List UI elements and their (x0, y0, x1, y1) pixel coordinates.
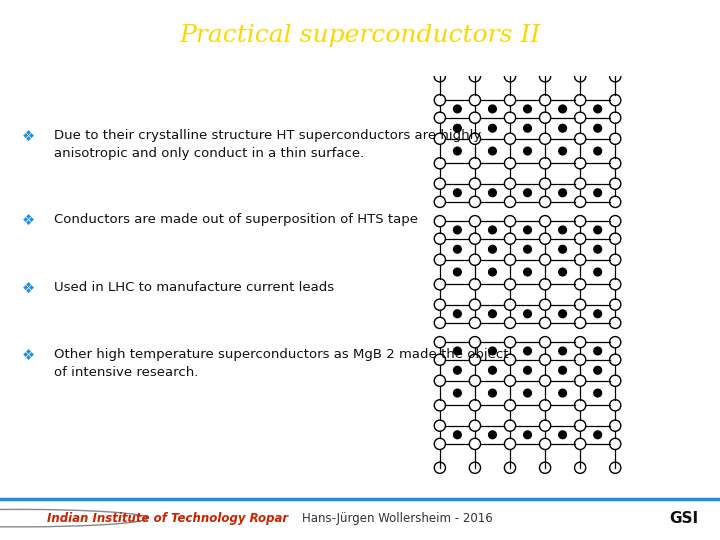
Circle shape (559, 347, 567, 355)
Circle shape (454, 347, 462, 355)
Circle shape (489, 347, 496, 355)
Circle shape (523, 147, 531, 155)
Circle shape (559, 147, 567, 155)
Text: ❖: ❖ (22, 129, 35, 144)
Text: Conductors are made out of superposition of HTS tape: Conductors are made out of superposition… (54, 213, 418, 226)
Circle shape (559, 268, 567, 276)
Circle shape (559, 310, 567, 318)
Circle shape (489, 226, 496, 234)
Circle shape (523, 189, 531, 197)
Text: Used in LHC to manufacture current leads: Used in LHC to manufacture current leads (54, 281, 334, 294)
Circle shape (523, 310, 531, 318)
Text: ❖: ❖ (22, 213, 35, 228)
Circle shape (454, 189, 462, 197)
Circle shape (594, 389, 601, 397)
Text: Due to their crystalline structure HT superconductors are highly
anisotropic and: Due to their crystalline structure HT su… (54, 129, 481, 160)
Circle shape (523, 124, 531, 132)
Circle shape (559, 389, 567, 397)
Circle shape (594, 310, 601, 318)
Circle shape (454, 366, 462, 374)
Circle shape (454, 389, 462, 397)
Circle shape (559, 245, 567, 253)
Text: ❖: ❖ (22, 348, 35, 363)
Circle shape (523, 347, 531, 355)
Circle shape (454, 310, 462, 318)
Text: ❖: ❖ (22, 281, 35, 296)
Circle shape (454, 268, 462, 276)
Circle shape (489, 366, 496, 374)
Circle shape (594, 245, 601, 253)
Circle shape (559, 366, 567, 374)
Circle shape (489, 310, 496, 318)
Circle shape (489, 245, 496, 253)
Circle shape (559, 124, 567, 132)
Circle shape (594, 347, 601, 355)
Circle shape (594, 189, 601, 197)
Circle shape (489, 268, 496, 276)
Circle shape (594, 431, 601, 438)
Circle shape (559, 105, 567, 113)
Circle shape (559, 226, 567, 234)
Circle shape (454, 226, 462, 234)
Circle shape (454, 105, 462, 113)
Circle shape (454, 124, 462, 132)
Text: Hans-Jürgen Wollersheim - 2016: Hans-Jürgen Wollersheim - 2016 (302, 511, 493, 525)
Circle shape (523, 389, 531, 397)
Circle shape (559, 431, 567, 438)
Circle shape (489, 105, 496, 113)
Text: Indian Institute of Technology Ropar: Indian Institute of Technology Ropar (47, 511, 288, 525)
Circle shape (523, 366, 531, 374)
Circle shape (523, 431, 531, 438)
Circle shape (594, 124, 601, 132)
Text: GSI: GSI (670, 511, 698, 525)
Circle shape (489, 389, 496, 397)
Circle shape (594, 105, 601, 113)
Circle shape (454, 431, 462, 438)
Circle shape (594, 366, 601, 374)
Text: Practical superconductors II: Practical superconductors II (179, 24, 541, 46)
Circle shape (489, 189, 496, 197)
Circle shape (559, 189, 567, 197)
Circle shape (594, 268, 601, 276)
Circle shape (454, 245, 462, 253)
Circle shape (489, 147, 496, 155)
Circle shape (594, 147, 601, 155)
Circle shape (454, 147, 462, 155)
Circle shape (523, 226, 531, 234)
Text: Other high temperature superconductors as MgB 2 made the object
of intensive res: Other high temperature superconductors a… (54, 348, 508, 379)
Circle shape (523, 245, 531, 253)
Circle shape (523, 268, 531, 276)
Circle shape (489, 124, 496, 132)
Circle shape (594, 226, 601, 234)
Circle shape (523, 105, 531, 113)
Circle shape (489, 431, 496, 438)
